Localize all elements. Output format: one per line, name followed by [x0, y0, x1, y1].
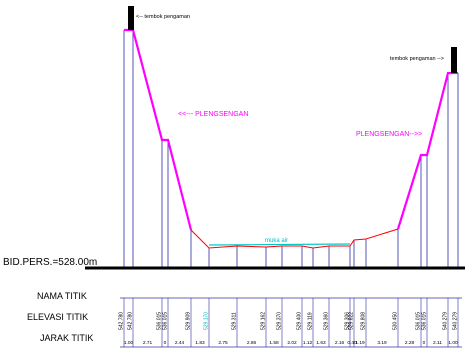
distance-value: 1.00 — [448, 340, 458, 346]
distance-values: 1.00 2.71 0 2.44 1.83 2.75 2.86 1.58 2.02 1.12 1.6… — [124, 340, 458, 346]
elevation-value: 540.279 — [443, 312, 449, 330]
left-slope-line — [124, 28, 193, 231]
elevation-value: 536.015 — [422, 312, 428, 330]
left-wall — [128, 6, 134, 30]
distance-value: 2.75 — [218, 340, 228, 346]
distance-value: 2.86 — [247, 340, 257, 346]
row-label-elevation: ELEVASI TITIK — [27, 312, 88, 322]
distance-value: 1.19 — [355, 340, 365, 346]
distance-value: 1.83 — [195, 340, 205, 346]
distance-value: 1.63 — [316, 340, 326, 346]
table-frame — [120, 297, 462, 348]
elevation-value: 529.370 — [277, 312, 283, 330]
wall-left-label: <-- tembok pengaman — [136, 14, 190, 20]
distance-value: 2.02 — [287, 340, 297, 346]
elevation-value: 529.162 — [261, 312, 267, 330]
elevation-value: 529.306 — [345, 312, 351, 330]
row-label-distance: JARAK TITIK — [40, 333, 93, 343]
distance-value: 0 — [423, 340, 426, 346]
elevation-value: 529.400 — [297, 312, 303, 330]
distance-value: 1.12 — [303, 340, 313, 346]
channel-bed-line — [190, 228, 399, 249]
elevation-value: 536.015 — [416, 312, 422, 330]
distance-value: 0 — [164, 340, 167, 346]
station-lines — [123, 30, 459, 268]
elevation-value: 530.450 — [393, 312, 399, 330]
datum-label: BID.PERS.=528.00m — [3, 257, 97, 268]
distance-value: 0.40 — [347, 340, 357, 346]
distance-value: 2.44 — [175, 340, 185, 346]
water-surface-line — [208, 243, 351, 246]
distance-value: 2.11 — [433, 340, 442, 346]
elevation-value: 529.360 — [324, 312, 330, 330]
slope-left-label: <<--- PLENGSENGAN — [178, 111, 248, 118]
elevation-value: 529.170 — [204, 312, 210, 330]
row-label-name: NAMA TITIK — [37, 291, 87, 301]
right-wall — [451, 47, 457, 73]
water-label: muka air — [265, 238, 288, 244]
distance-value: 1.58 — [269, 340, 279, 346]
elevation-value: 529.808 — [361, 312, 367, 330]
elevation-values: 542.780 542.780 536.015 536.015 529.909 529.1… — [119, 312, 459, 330]
distance-value: 1.00 — [124, 340, 134, 346]
slope-right-label: PLENGSENGAN-->> — [356, 131, 422, 138]
distance-value: 2.16 — [335, 340, 345, 346]
elevation-value: 542.780 — [128, 312, 134, 330]
right-slope-line — [396, 71, 458, 230]
distance-value: 2.28 — [405, 340, 415, 346]
distance-value: 2.71 — [143, 340, 153, 346]
elevation-value: 540.279 — [453, 312, 459, 330]
elevation-value: 536.015 — [163, 312, 169, 330]
elevation-value: 529.311 — [232, 312, 238, 330]
elevation-value: 536.015 — [157, 312, 163, 330]
table-verticals — [123, 298, 459, 347]
elevation-value: 529.909 — [186, 312, 192, 330]
elevation-value: 529.822 — [349, 312, 355, 330]
wall-right-label: tembok pengaman --> — [390, 56, 444, 62]
elevation-value: 542.780 — [119, 312, 125, 330]
elevation-value: 529.119 — [308, 312, 314, 330]
distance-value: 3.19 — [377, 340, 387, 346]
